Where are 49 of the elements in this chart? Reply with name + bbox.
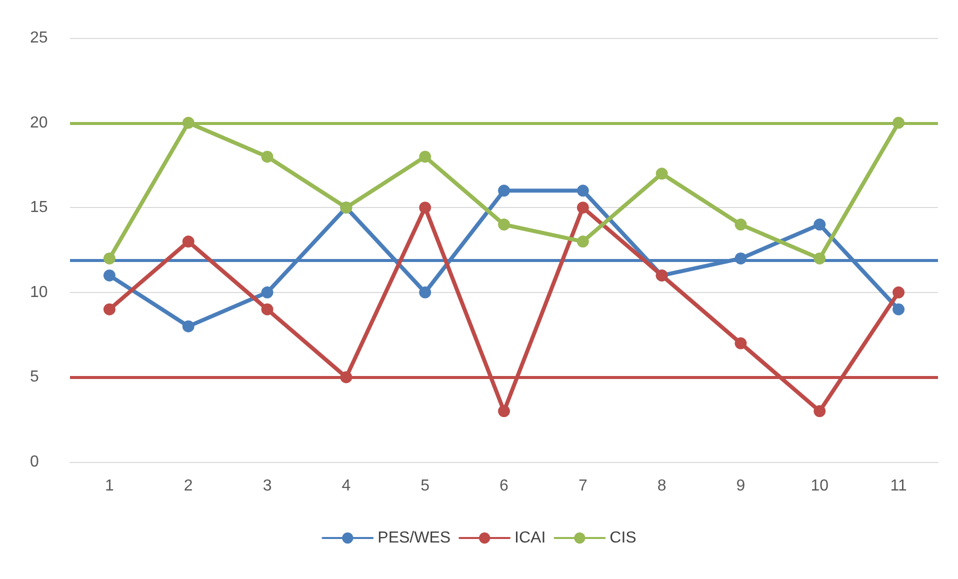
x-tick-label: 6 [500, 478, 509, 494]
point [498, 218, 510, 231]
point [498, 184, 510, 197]
point [182, 236, 194, 248]
point [261, 286, 274, 298]
x-tick-label: 7 [578, 478, 588, 494]
legend-label: PES/WES [378, 530, 451, 546]
point [419, 286, 432, 298]
point [419, 150, 432, 163]
point [814, 405, 826, 418]
point [814, 218, 826, 231]
point [576, 184, 589, 197]
x-tick-label: 11 [890, 478, 907, 494]
y-tick-label: 25 [30, 30, 48, 46]
x-tick-label: 3 [262, 478, 272, 494]
point [892, 303, 905, 316]
y-tick-label: 10 [30, 284, 48, 301]
point [892, 286, 905, 298]
legend-label: CIS [610, 530, 636, 546]
point [892, 116, 905, 129]
point [419, 202, 432, 214]
point [261, 150, 274, 163]
x-tick-label: 2 [184, 478, 193, 494]
legend-label: ICAI [514, 530, 546, 546]
point [340, 371, 352, 384]
point [103, 269, 116, 282]
point [182, 320, 194, 332]
point [734, 337, 747, 350]
x-tick-label: 10 [810, 478, 829, 494]
y-tick-label: 15 [30, 199, 48, 216]
y-tick-label: 5 [30, 368, 39, 386]
x-tick-label: 1 [105, 478, 114, 494]
point [103, 303, 116, 316]
point [734, 252, 747, 264]
x-tick-label: 8 [657, 478, 666, 494]
point [576, 202, 589, 214]
point [734, 218, 747, 231]
x-tick-label: 9 [736, 478, 746, 494]
point [656, 168, 668, 180]
point [261, 303, 274, 316]
x-tick-label: 4 [342, 478, 351, 494]
point [103, 252, 116, 264]
point [576, 236, 589, 248]
point [182, 116, 194, 129]
x-tick-label: 5 [420, 478, 430, 494]
y-tick-label: 20 [30, 114, 48, 132]
y-tick-label: 0 [30, 454, 39, 470]
point [498, 405, 510, 418]
point [814, 252, 826, 264]
